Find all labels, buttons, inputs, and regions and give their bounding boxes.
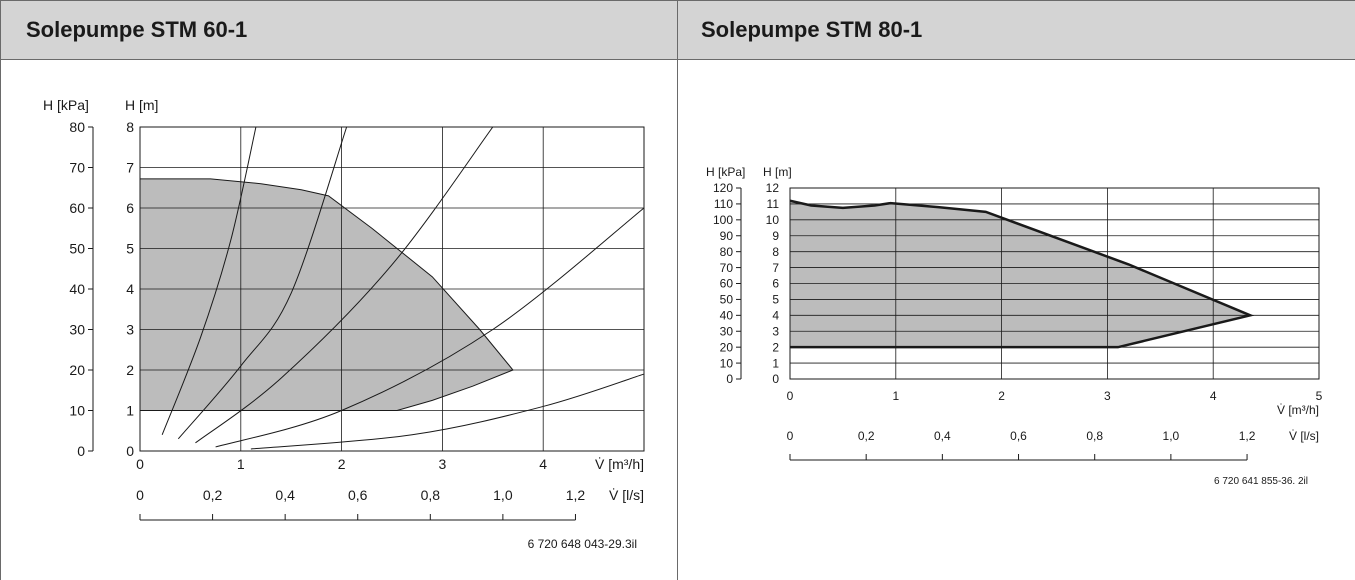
kpa-tick-label: 80 <box>720 245 734 259</box>
ls-tick-label: 0,2 <box>858 429 875 443</box>
system-curve <box>215 207 645 448</box>
operating-range-area <box>790 200 1251 348</box>
kpa-tick-label: 110 <box>714 197 733 211</box>
kpa-tick-label: 30 <box>69 321 85 337</box>
kpa-tick-label: 50 <box>720 293 734 307</box>
m-tick-label: 6 <box>772 277 779 291</box>
kpa-tick-label: 40 <box>720 309 734 323</box>
m-tick-label: 2 <box>772 340 779 354</box>
x-tick-label: 0 <box>136 456 144 472</box>
x-tick-label: 3 <box>439 456 447 472</box>
ls-tick-label: 0 <box>787 429 794 443</box>
m-tick-label: 4 <box>772 309 779 323</box>
ls-tick-label: 0,8 <box>421 487 441 503</box>
panel-header: Solepumpe STM 80-1 <box>678 0 1355 60</box>
m-tick-label: 7 <box>772 261 779 275</box>
m-tick-label: 8 <box>772 245 779 259</box>
kpa-tick-label: 90 <box>720 229 734 243</box>
x-tick-label: 5 <box>1316 389 1323 403</box>
x-tick-label: 1 <box>237 456 245 472</box>
m-tick-label: 6 <box>126 200 134 216</box>
x-axis-label: V̇ [m³/h] <box>1277 403 1319 417</box>
kpa-tick-label: 0 <box>726 372 733 386</box>
kpa-tick-label: 100 <box>713 213 733 227</box>
m-tick-label: 3 <box>126 321 134 337</box>
ls-tick-label: 0,4 <box>275 487 295 503</box>
m-tick-label: 11 <box>767 197 780 211</box>
x-tick-label: 2 <box>998 389 1005 403</box>
operating-range-outline <box>140 178 514 411</box>
m-tick-label: 2 <box>126 362 134 378</box>
kpa-tick-label: 20 <box>69 362 85 378</box>
m-tick-label: 12 <box>766 181 780 195</box>
kpa-tick-label: 50 <box>69 240 85 256</box>
kpa-tick-label: 40 <box>69 281 85 297</box>
system-curve <box>250 373 645 450</box>
operating-range-area <box>140 178 513 411</box>
m-tick-label: 7 <box>126 159 134 175</box>
kpa-tick-label: 20 <box>720 340 734 354</box>
kpa-tick-label: 30 <box>720 324 734 338</box>
image-code: 6 720 641 855-36. 2il <box>1214 476 1308 487</box>
x-tick-label: 2 <box>338 456 346 472</box>
ls-tick-label: 1,2 <box>1239 429 1256 443</box>
panel-stm-60-1: Solepumpe STM 60-1 0 10 20 30 40 50 60 70 80 0 1 2 3… <box>0 0 678 580</box>
system-curve <box>161 126 257 435</box>
panel-stm-80-1: Solepumpe STM 80-1 0 10 20 30 40 50 60 70 80 90 10… <box>678 0 1355 580</box>
kpa-tick-label: 80 <box>69 119 85 135</box>
ls-tick-label: 0,4 <box>934 429 951 443</box>
kpa-tick-label: 0 <box>77 443 85 459</box>
ls-tick-label: 0,2 <box>203 487 223 503</box>
ls-tick-label: 0,8 <box>1086 429 1103 443</box>
kpa-tick-label: 70 <box>69 159 85 175</box>
m-tick-label: 5 <box>772 293 779 307</box>
system-curve <box>177 126 348 440</box>
plot-frame <box>139 126 645 452</box>
m-tick-label: 10 <box>766 213 780 227</box>
operating-range-outline <box>789 199 1255 349</box>
x-axis-label: V̇ [m³/h] <box>595 456 644 472</box>
kpa-tick-label: 60 <box>69 200 85 216</box>
x-tick-label: 0 <box>787 389 794 403</box>
ls-tick-label: 0,6 <box>348 487 368 503</box>
m-tick-label: 0 <box>772 372 779 386</box>
y-axis-label-m: H [m] <box>763 165 792 179</box>
m-tick-label: 8 <box>126 119 134 135</box>
m-tick-label: 0 <box>126 443 134 459</box>
plot-frame <box>789 187 1320 380</box>
ls-tick-label: 1,0 <box>493 487 513 503</box>
kpa-tick-label: 10 <box>69 402 85 418</box>
kpa-tick-label: 10 <box>720 356 734 370</box>
ls-axis-label: V̇ [l/s] <box>609 487 644 503</box>
x-tick-label: 4 <box>539 456 547 472</box>
x-tick-label: 3 <box>1104 389 1111 403</box>
ls-tick-label: 0 <box>136 487 144 503</box>
chart-title: Solepumpe STM 80-1 <box>701 17 923 42</box>
y-axis-label-kpa: H [kPa] <box>43 97 89 113</box>
m-tick-label: 1 <box>772 356 779 370</box>
m-tick-label: 1 <box>126 402 134 418</box>
m-tick-label: 4 <box>126 281 134 297</box>
x-tick-label: 4 <box>1210 389 1217 403</box>
y-axis-label-m: H [m] <box>125 97 158 113</box>
y-axis-label-kpa: H [kPa] <box>706 165 745 179</box>
m-tick-label: 5 <box>126 240 134 256</box>
chart-stm-80-1: 0102030405060708090100110120012345678910… <box>706 165 1323 487</box>
kpa-tick-label: 60 <box>720 277 734 291</box>
chart-title: Solepumpe STM 60-1 <box>26 17 248 42</box>
ls-tick-label: 1,2 <box>566 487 586 503</box>
image-code: 6 720 648 043-29.3il <box>528 537 637 551</box>
m-tick-label: 9 <box>772 229 779 243</box>
x-tick-label: 1 <box>892 389 899 403</box>
panel-header: Solepumpe STM 60-1 <box>1 0 677 60</box>
ls-axis-label: V̇ [l/s] <box>1289 429 1319 443</box>
system-curve <box>195 126 494 444</box>
m-tick-label: 3 <box>772 324 779 338</box>
kpa-tick-label: 70 <box>720 261 734 275</box>
ls-tick-label: 1,0 <box>1163 429 1180 443</box>
ls-tick-label: 0,6 <box>1010 429 1027 443</box>
kpa-tick-label: 120 <box>713 181 733 195</box>
